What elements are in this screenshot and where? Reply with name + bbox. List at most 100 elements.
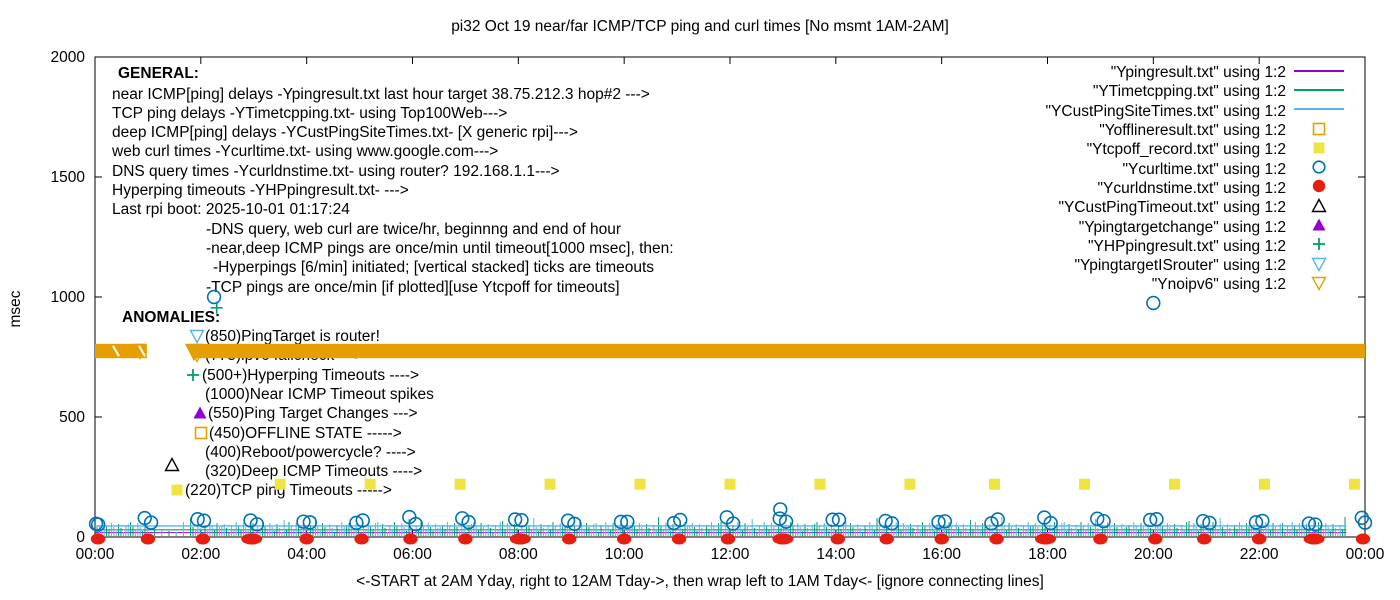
legend-item-label: "YCustPingSiteTimes.txt" using 1:2 [1045,102,1286,120]
curl-time-circle [1149,512,1164,527]
curl-time-circle [773,502,788,517]
triangle-down-open-icon [1311,257,1327,272]
x-tick-label: 00:00 [76,546,115,563]
curl-time-circle [1255,513,1270,529]
legend-item-swatch [1290,217,1348,238]
dns-time-dot [1093,533,1108,545]
curl-time-circle [507,512,523,527]
curl-time-circle [613,514,629,530]
curl-time-circle [402,509,417,525]
dns-time-dot [1148,533,1163,545]
band-gap-slash [138,345,146,357]
curl-time-circle [249,517,265,532]
band-gap-slash [112,345,120,357]
anomaly-label: (775)ipv6 failcheck ---> [205,347,364,365]
curl-time-circle [302,515,318,530]
legend-item: "YHPpingresult.txt" using 1:2 [1022,237,1348,256]
tcp-timeout-square [544,478,556,490]
triangle-up-filled-icon [1312,218,1326,231]
anomaly-marker-triangle-down-open [188,328,206,349]
legend-item-label: "Ycurldnstime.txt" using 1:2 [1097,179,1286,197]
tcp-timeout-square [1258,478,1270,490]
legend-item-label: "Yofflineresult.txt" using 1:2 [1099,122,1286,140]
circle-open-icon [1312,160,1326,174]
triangle-down-open-icon [189,349,205,364]
legend-item-swatch [1290,82,1348,103]
x-tick-label: 00:00 [1346,546,1385,563]
curl-time-circle [1043,515,1058,531]
noipv6-band-segment [95,343,147,359]
tcp-timeout-square [904,478,916,490]
dns-time-dot [830,533,846,545]
curl-time-circle [931,514,946,530]
general-line: Hyperping timeouts -YHPpingresult.txt- -… [112,182,409,199]
dns-time-dot [1355,533,1371,545]
plus-icon [187,368,199,381]
anomaly-label: (400)Reboot/powercycle? ----> [205,443,416,461]
tcp-timeout-square [1348,478,1360,490]
dns-time-dot [879,533,894,545]
anomaly-label: (1000)Near ICMP Timeout spikes [205,385,434,403]
curl-time-circle [296,514,311,529]
curl-time-circle [143,515,159,530]
legend-item: "Ycurldnstime.txt" using 1:2 [1022,179,1348,198]
general-line: Last rpi boot: 2025-10-01 01:17:24 [112,201,350,219]
curl-time-circle [90,517,106,532]
curl-time-circle [1096,513,1111,529]
y-tick-label: 500 [59,409,85,426]
legend-item-label: "YHPpingresult.txt" using 1:2 [1088,237,1286,255]
tcp-timeout-square [1169,478,1180,490]
legend-item: "Ypingresult.txt" using 1:2 [1022,64,1348,83]
legend-item: "YpingtargetISrouter" using 1:2 [1022,257,1348,276]
x-tick-label: 18:00 [1028,546,1067,563]
tcp-timeout-square [989,478,1001,490]
y-tick-label: 0 [76,529,85,546]
curl-time-circle [673,512,688,528]
curl-time-circle [196,513,212,528]
dns-time-dot [562,533,577,545]
general-line: deep ICMP[ping] delays -YCustPingSiteTim… [112,124,578,142]
legend-item-swatch [1290,140,1348,161]
curl-time-circle [725,516,741,531]
dns-time-dot [509,533,531,545]
curl-time-circle [455,511,470,526]
anomaly-label: (320)Deep ICMP Timeouts ----> [205,463,423,481]
curl-time-circle [88,516,104,531]
curl-time-circle [408,516,423,532]
dns-time-dot [241,533,263,545]
legend-item-swatch [1290,101,1348,122]
curl-time-circle [1090,511,1105,526]
tcp-timeout-square [454,478,466,490]
legend-item-label: "YCustPingTimeout.txt" using 1:2 [1058,199,1286,217]
anomaly-marker-square-open [192,425,210,446]
x-tick-label: 08:00 [499,546,538,563]
general-heading: GENERAL: [118,65,199,82]
curl-time-circle [719,510,735,525]
dns-time-dot [989,533,1004,545]
y-axis-label: msec [7,290,24,328]
curl-time-circle [878,513,893,529]
curl-time-circle [1301,516,1317,531]
curl-time-circle [243,513,258,528]
curl-time-circle [666,515,682,531]
tcp-timeout-square [814,478,826,490]
square-open-icon [194,426,208,439]
x-tick-label: 10:00 [605,546,644,563]
legend-item: "YCustPingTimeout.txt" using 1:2 [1022,197,1348,218]
dns-time-dot [299,533,314,545]
x-tick-label: 12:00 [711,546,750,563]
plus-icon [1313,238,1325,251]
legend-item: "Ypingtargetchange" using 1:2 [1022,218,1348,237]
dns-time-dot [934,533,949,545]
tcp-timeout-square [1079,478,1091,490]
dns-time-dot [1303,533,1325,545]
triangle-up-open-icon [1311,197,1327,212]
curl-time-circle [984,516,999,531]
triangle-up-filled-icon [193,406,207,419]
x-tick-label: 02:00 [181,546,220,563]
curl-time-circle [990,512,1005,527]
curl-time-circle [831,512,847,527]
anomaly-label: (850)PingTarget is router! [205,328,380,345]
legend-item-label: "Ypingresult.txt" using 1:2 [1110,64,1286,82]
square-filled-icon [171,484,183,496]
